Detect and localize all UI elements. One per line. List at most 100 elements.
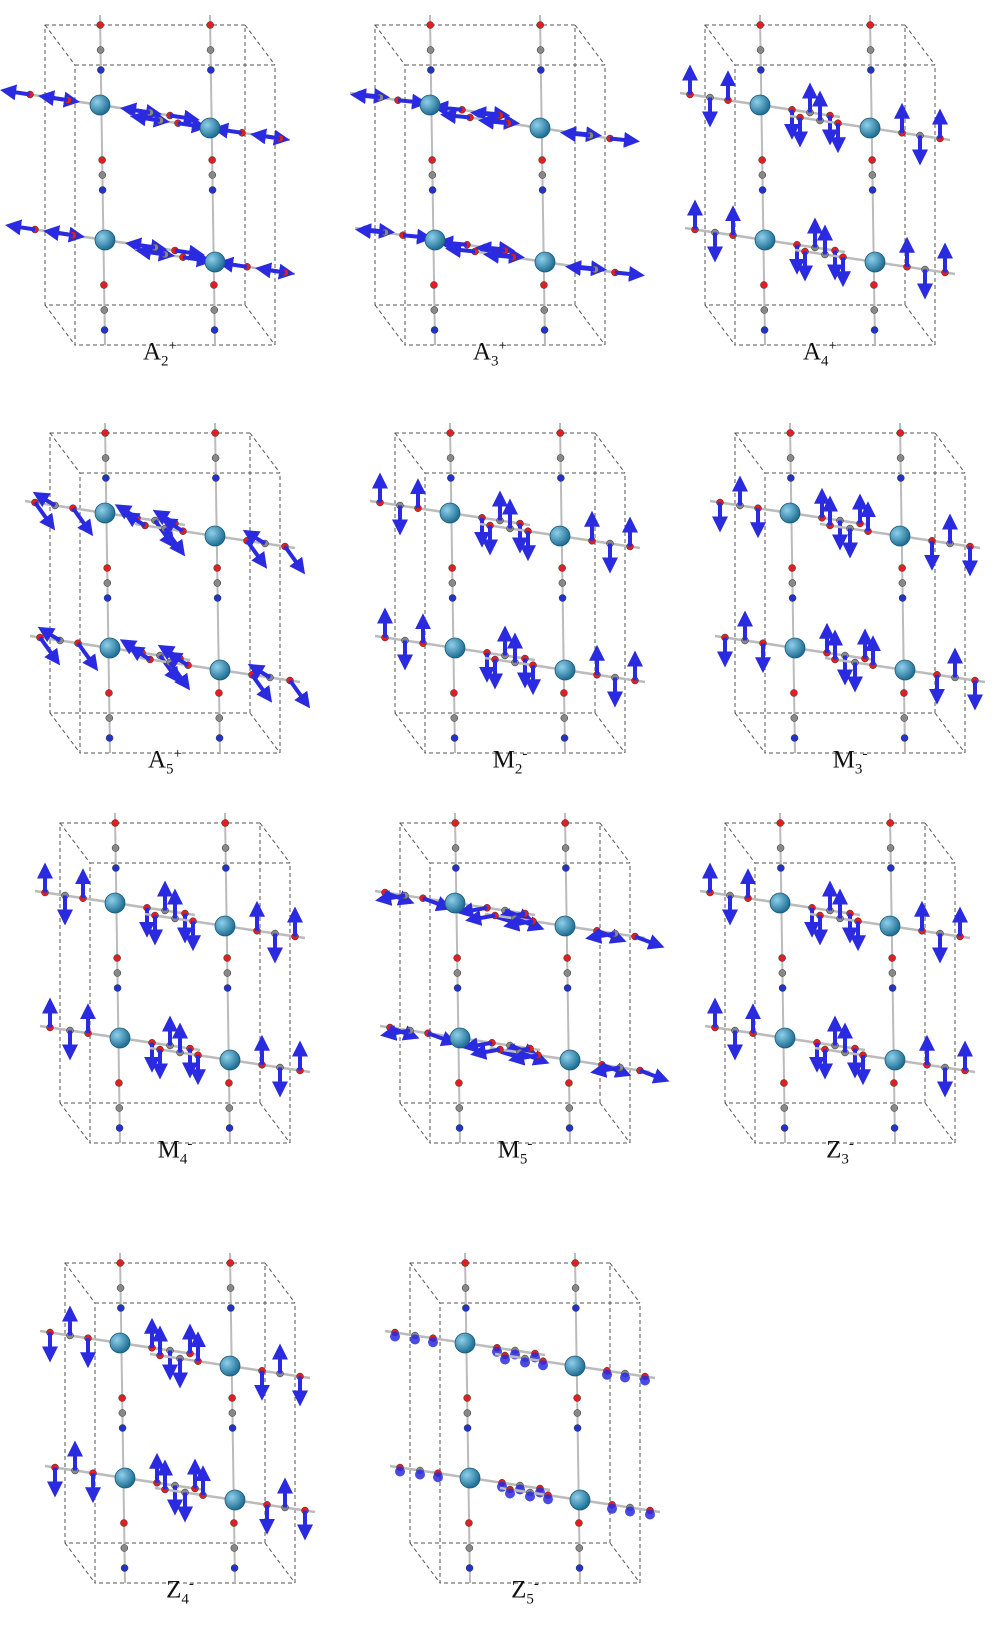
label-sub: 2 bbox=[515, 761, 523, 777]
atom bbox=[99, 187, 106, 194]
atom bbox=[757, 22, 764, 29]
atom bbox=[227, 1260, 234, 1267]
displacement bbox=[505, 1489, 515, 1499]
displacement bbox=[478, 1050, 500, 1054]
chain bbox=[215, 423, 220, 753]
cell-edge bbox=[705, 25, 735, 65]
displacement bbox=[568, 133, 590, 135]
atom bbox=[540, 282, 547, 289]
atom bbox=[226, 1125, 233, 1132]
atom bbox=[222, 845, 229, 852]
metal-atom bbox=[775, 1028, 795, 1048]
label-sup: + bbox=[829, 338, 837, 354]
atom bbox=[462, 1305, 469, 1312]
atom bbox=[889, 970, 896, 977]
metal-atom bbox=[105, 893, 125, 913]
atom bbox=[464, 1395, 471, 1402]
displacement bbox=[13, 226, 35, 229]
chain bbox=[900, 423, 905, 753]
atom bbox=[462, 1260, 469, 1267]
cell-edge bbox=[260, 823, 290, 863]
label-sup: - bbox=[187, 1136, 192, 1152]
displacement bbox=[170, 116, 192, 119]
atom bbox=[899, 595, 906, 602]
atom bbox=[427, 67, 434, 74]
displacement bbox=[220, 130, 242, 133]
atom bbox=[106, 735, 113, 742]
atom bbox=[104, 580, 111, 587]
displacement bbox=[445, 243, 467, 245]
atom bbox=[226, 1105, 233, 1112]
atom bbox=[574, 1425, 581, 1432]
label-letter: A bbox=[148, 746, 166, 773]
atom bbox=[101, 327, 108, 334]
cell-edge bbox=[260, 1103, 290, 1143]
atom bbox=[114, 955, 121, 962]
cell-edge bbox=[725, 1103, 755, 1143]
metal-atom bbox=[785, 638, 805, 658]
atom bbox=[229, 1425, 236, 1432]
label-sub: 4 bbox=[180, 1151, 188, 1167]
label-letter: Z bbox=[826, 1136, 841, 1163]
cell-edge bbox=[925, 1103, 955, 1143]
mode-label: A4+ bbox=[780, 338, 860, 370]
label-sub: 4 bbox=[181, 1591, 189, 1607]
metal-atom bbox=[420, 95, 440, 115]
atom bbox=[114, 970, 121, 977]
atom bbox=[869, 157, 876, 164]
label-letter: A bbox=[143, 338, 161, 365]
chain bbox=[210, 15, 215, 345]
atom bbox=[562, 820, 569, 827]
atom bbox=[117, 1285, 124, 1292]
displacement bbox=[453, 249, 475, 251]
metal-atom bbox=[865, 252, 885, 272]
chain bbox=[230, 1253, 235, 1583]
atom bbox=[777, 865, 784, 872]
atom bbox=[452, 865, 459, 872]
atom bbox=[887, 845, 894, 852]
metal-atom bbox=[110, 1333, 130, 1353]
cell-edge bbox=[935, 713, 965, 753]
displacement bbox=[183, 257, 205, 260]
atom bbox=[207, 67, 214, 74]
cell-edge bbox=[250, 433, 280, 473]
cell-edge bbox=[925, 823, 955, 863]
metal-atom bbox=[895, 660, 915, 680]
cell-edge bbox=[600, 823, 630, 863]
atom bbox=[116, 1105, 123, 1112]
cell-edge bbox=[65, 1543, 95, 1583]
atom bbox=[102, 430, 109, 437]
atom bbox=[452, 820, 459, 827]
cell-edge bbox=[600, 1103, 630, 1143]
atom bbox=[575, 1520, 582, 1527]
displacement bbox=[390, 1332, 400, 1342]
atom bbox=[229, 1410, 236, 1417]
atom bbox=[899, 580, 906, 587]
atom bbox=[559, 595, 566, 602]
atom bbox=[112, 865, 119, 872]
metal-atom bbox=[550, 526, 570, 546]
atom bbox=[102, 475, 109, 482]
cell-edge bbox=[735, 713, 765, 753]
atom bbox=[106, 715, 113, 722]
displacement bbox=[497, 1482, 507, 1492]
atom bbox=[871, 307, 878, 314]
metal-atom bbox=[570, 1490, 590, 1510]
atom bbox=[562, 865, 569, 872]
atom bbox=[780, 1080, 787, 1087]
atom bbox=[427, 22, 434, 29]
label-sup: - bbox=[522, 746, 527, 762]
atom bbox=[901, 715, 908, 722]
atom bbox=[779, 955, 786, 962]
mode-label: Z5- bbox=[485, 1576, 565, 1608]
atom bbox=[561, 735, 568, 742]
cell-edge bbox=[575, 305, 605, 345]
label-sub: 3 bbox=[491, 353, 499, 369]
atom bbox=[99, 172, 106, 179]
atom bbox=[231, 1545, 238, 1552]
atom bbox=[224, 970, 231, 977]
atom bbox=[97, 22, 104, 29]
atom bbox=[101, 307, 108, 314]
cell-edge bbox=[395, 713, 425, 753]
label-letter: A bbox=[473, 338, 491, 365]
